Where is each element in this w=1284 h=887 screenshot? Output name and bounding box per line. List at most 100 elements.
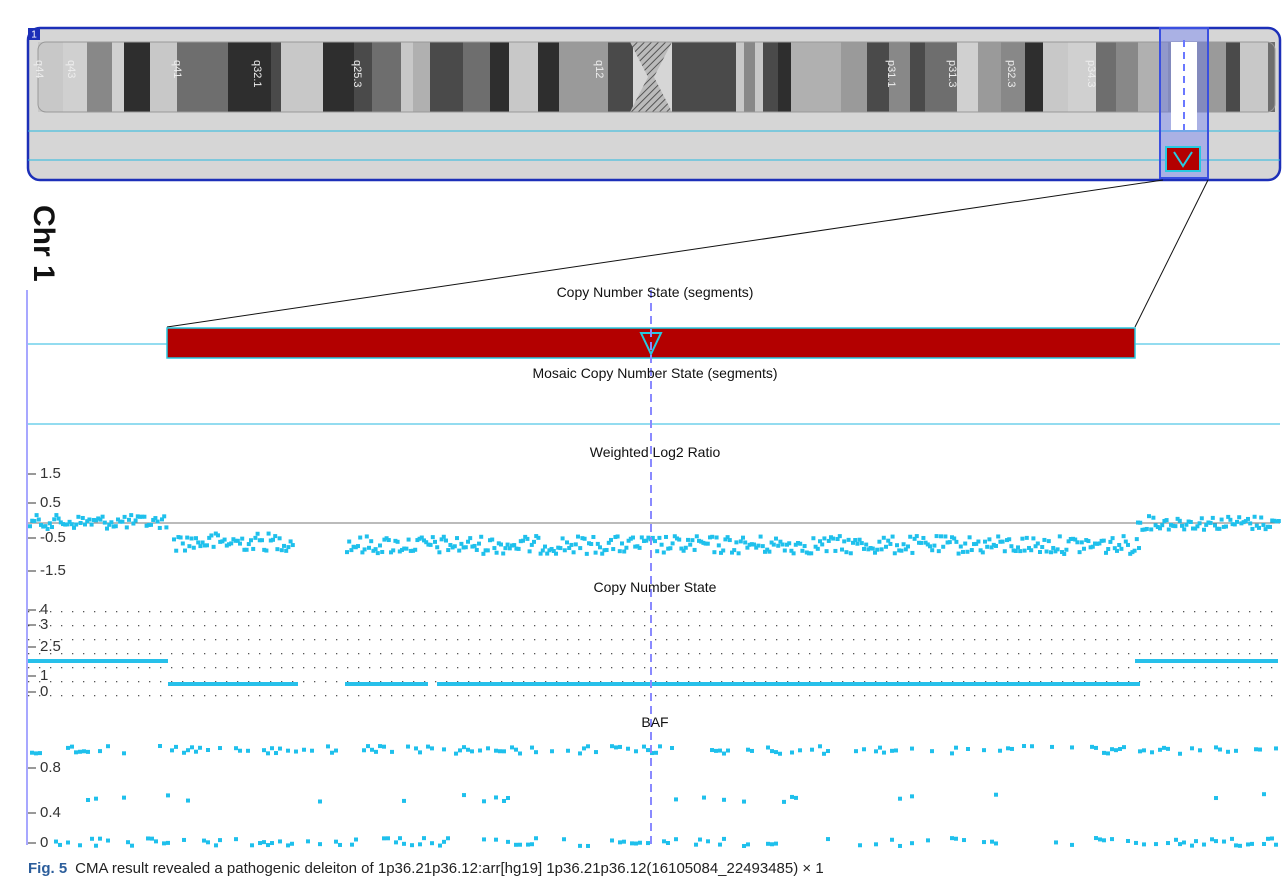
log2-point [1115,549,1119,553]
log2-point [123,515,127,519]
baf-point [310,749,314,753]
genome-view: 1 q44q43q41q32.1q25.3q12p31.1p31.3p32.3p… [0,0,1284,855]
baf-point [1262,842,1266,846]
tick-label: 1.5 [40,465,61,482]
baf-point [446,836,450,840]
ideogram-band [1116,42,1138,112]
log2-point [192,546,196,550]
log2-point [655,549,659,553]
log2-point [1007,537,1011,541]
baf-point [462,793,466,797]
log2-point [871,547,875,551]
baf-point [742,844,746,848]
baf-point [158,744,162,748]
baf-point [266,751,270,755]
log2-point [1173,524,1177,528]
log2-point [477,542,481,546]
baf-point [722,798,726,802]
log2-point [1165,518,1169,522]
log2-point [822,536,826,540]
log2-point [653,539,657,543]
baf-point [1022,744,1026,748]
baf-point [442,840,446,844]
log2-point [1217,527,1221,531]
log2-point [134,518,138,522]
log2-point [1160,523,1164,527]
log2-point [774,537,778,541]
baf-point [518,751,522,755]
baf-point [502,799,506,803]
log2-point [517,547,521,551]
log2-point [1014,549,1018,553]
baf-point [1054,840,1058,844]
baf-point [482,837,486,841]
baf-point [854,749,858,753]
baf-point [950,751,954,755]
log2-point [855,542,859,546]
baf-point [1214,796,1218,800]
baf-point [266,843,270,847]
log2-point [893,551,897,555]
log2-point [741,536,745,540]
baf-point [378,744,382,748]
log2-point [1124,540,1128,544]
log2-point [499,543,503,547]
log2-point [921,536,925,540]
baf-point [1138,749,1142,753]
baf-point [1090,745,1094,749]
ideogram-band [490,42,509,112]
log2-point [657,536,661,540]
log2-point [1198,521,1202,525]
log2-point [1200,516,1204,520]
ideogram-band [736,42,744,112]
band-label: p32.3 [1005,60,1017,88]
log2-point [251,547,255,551]
baf-point [774,842,778,846]
baf-point [1158,748,1162,752]
log2-point [970,548,974,552]
baf-point [270,841,274,845]
log2-point [52,517,56,521]
log2-point [721,548,725,552]
log2-point [605,548,609,552]
baf-point [782,800,786,804]
tick-label: 0.5 [40,494,61,511]
chrom-number: 1 [31,30,37,41]
log2-point [109,520,113,524]
baf-point [30,751,34,755]
baf-point [790,750,794,754]
ideogram-band [401,42,413,112]
log2-point [759,535,763,539]
ideogram-band [413,42,430,112]
baf-point [1266,837,1270,841]
log2-point [572,550,576,554]
baf-point [766,842,770,846]
tick-label: -0.5 [40,529,66,546]
log2-point [609,538,613,542]
baf-point [1210,837,1214,841]
log2-point [578,546,582,550]
baf-point [1262,792,1266,796]
log2-point [229,541,233,545]
log2-point [981,550,985,554]
log2-point [358,536,362,540]
baf-point [1094,746,1098,750]
log2-point [849,551,853,555]
log2-point [965,550,969,554]
baf-point [290,842,294,846]
log2-point [1122,534,1126,538]
baf-point [414,746,418,750]
log2-point [1224,524,1228,528]
log2-point [282,544,286,548]
baf-point [1142,842,1146,846]
tick-label: 0.4 [40,804,61,821]
log2-point [596,542,600,546]
baf-point [1070,843,1074,847]
baf-point [462,745,466,749]
log2-point [245,548,249,552]
baf-point [1250,842,1254,846]
log2-point [809,551,813,555]
baf-point [270,746,274,750]
baf-point [218,746,222,750]
baf-point [98,837,102,841]
